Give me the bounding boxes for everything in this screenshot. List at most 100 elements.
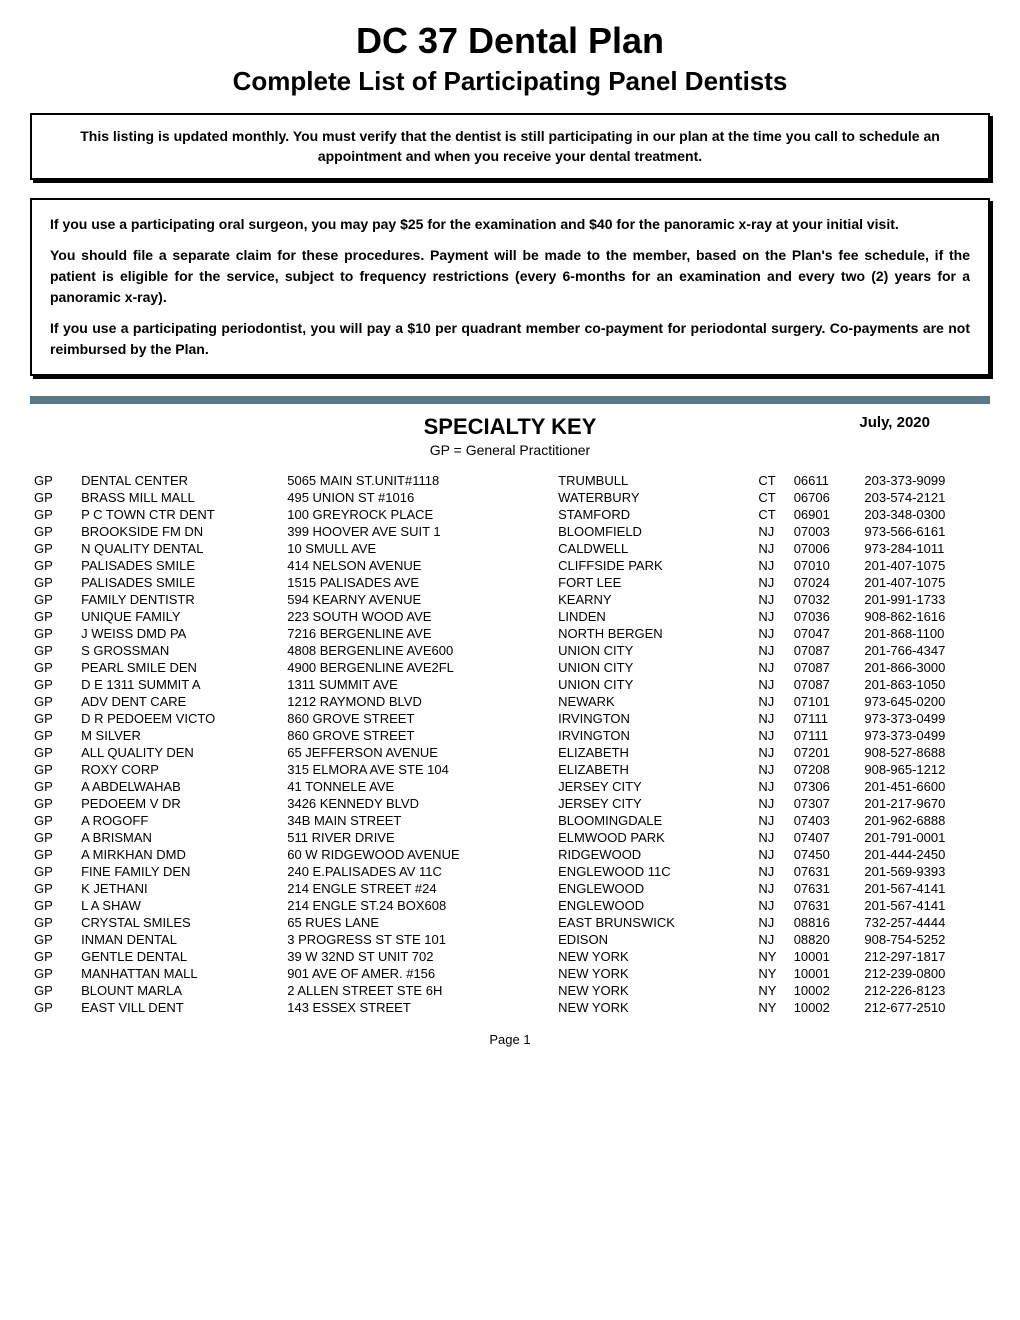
table-cell: 06901: [790, 506, 861, 523]
table-cell: 41 TONNELE AVE: [283, 778, 554, 795]
table-cell: 07201: [790, 744, 861, 761]
table-cell: GP: [30, 557, 77, 574]
table-cell: NEW YORK: [554, 982, 754, 999]
table-cell: GP: [30, 982, 77, 999]
table-cell: NJ: [754, 778, 789, 795]
table-cell: CT: [754, 506, 789, 523]
table-cell: LINDEN: [554, 608, 754, 625]
notice-text: This listing is updated monthly. You mus…: [48, 127, 972, 166]
table-row: GPPALISADES SMILE1515 PALISADES AVEFORT …: [30, 574, 990, 591]
table-cell: GP: [30, 795, 77, 812]
table-cell: NJ: [754, 540, 789, 557]
table-cell: 65 JEFFERSON AVENUE: [283, 744, 554, 761]
table-cell: 07032: [790, 591, 861, 608]
table-cell: NJ: [754, 829, 789, 846]
table-cell: 214 ENGLE ST.24 BOX608: [283, 897, 554, 914]
table-row: GPBROOKSIDE FM DN399 HOOVER AVE SUIT 1BL…: [30, 523, 990, 540]
table-cell: NJ: [754, 744, 789, 761]
table-cell: A ROGOFF: [77, 812, 283, 829]
table-cell: A ABDELWAHAB: [77, 778, 283, 795]
table-cell: 100 GREYROCK PLACE: [283, 506, 554, 523]
table-cell: K JETHANI: [77, 880, 283, 897]
table-cell: 908-527-8688: [860, 744, 990, 761]
table-cell: EDISON: [554, 931, 754, 948]
table-cell: 201-991-1733: [860, 591, 990, 608]
table-cell: GP: [30, 574, 77, 591]
table-cell: 973-566-6161: [860, 523, 990, 540]
table-cell: FORT LEE: [554, 574, 754, 591]
table-cell: GP: [30, 727, 77, 744]
table-cell: NJ: [754, 727, 789, 744]
table-cell: 7216 BERGENLINE AVE: [283, 625, 554, 642]
table-cell: J WEISS DMD PA: [77, 625, 283, 642]
table-cell: NEW YORK: [554, 999, 754, 1016]
notice-box: This listing is updated monthly. You mus…: [30, 113, 990, 180]
table-cell: UNION CITY: [554, 642, 754, 659]
table-cell: 1515 PALISADES AVE: [283, 574, 554, 591]
table-cell: GP: [30, 506, 77, 523]
table-cell: 10001: [790, 965, 861, 982]
table-row: GPBRASS MILL MALL495 UNION ST #1016WATER…: [30, 489, 990, 506]
table-cell: GP: [30, 948, 77, 965]
table-row: GPP C TOWN CTR DENT100 GREYROCK PLACESTA…: [30, 506, 990, 523]
table-cell: 973-373-0499: [860, 710, 990, 727]
table-cell: FINE FAMILY DEN: [77, 863, 283, 880]
table-cell: UNION CITY: [554, 676, 754, 693]
table-cell: 973-645-0200: [860, 693, 990, 710]
table-row: GPN QUALITY DENTAL10 SMULL AVECALDWELLNJ…: [30, 540, 990, 557]
table-cell: BLOUNT MARLA: [77, 982, 283, 999]
table-cell: 212-297-1817: [860, 948, 990, 965]
table-cell: NY: [754, 982, 789, 999]
table-cell: 201-567-4141: [860, 897, 990, 914]
table-cell: CALDWELL: [554, 540, 754, 557]
table-cell: CLIFFSIDE PARK: [554, 557, 754, 574]
table-cell: 1212 RAYMOND BLVD: [283, 693, 554, 710]
table-row: GPS GROSSMAN4808 BERGENLINE AVE600UNION …: [30, 642, 990, 659]
table-cell: GP: [30, 812, 77, 829]
table-cell: S GROSSMAN: [77, 642, 283, 659]
table-cell: GP: [30, 472, 77, 489]
table-cell: 07306: [790, 778, 861, 795]
table-cell: ALL QUALITY DEN: [77, 744, 283, 761]
table-cell: 203-373-9099: [860, 472, 990, 489]
table-cell: 201-766-4347: [860, 642, 990, 659]
table-cell: 143 ESSEX STREET: [283, 999, 554, 1016]
table-cell: 201-866-3000: [860, 659, 990, 676]
table-cell: 201-217-9670: [860, 795, 990, 812]
table-cell: PALISADES SMILE: [77, 574, 283, 591]
table-row: GPDENTAL CENTER5065 MAIN ST.UNIT#1118TRU…: [30, 472, 990, 489]
table-cell: 908-862-1616: [860, 608, 990, 625]
table-row: GPA BRISMAN511 RIVER DRIVEELMWOOD PARKNJ…: [30, 829, 990, 846]
table-cell: DENTAL CENTER: [77, 472, 283, 489]
table-cell: 07450: [790, 846, 861, 863]
table-cell: 908-965-1212: [860, 761, 990, 778]
table-cell: EAST BRUNSWICK: [554, 914, 754, 931]
table-cell: 201-407-1075: [860, 574, 990, 591]
table-cell: NEW YORK: [554, 948, 754, 965]
table-cell: NJ: [754, 761, 789, 778]
table-cell: 4900 BERGENLINE AVE2FL: [283, 659, 554, 676]
table-cell: GP: [30, 710, 77, 727]
table-cell: GP: [30, 744, 77, 761]
table-cell: 07087: [790, 659, 861, 676]
table-row: GPEAST VILL DENT143 ESSEX STREETNEW YORK…: [30, 999, 990, 1016]
table-cell: GP: [30, 863, 77, 880]
table-cell: 65 RUES LANE: [283, 914, 554, 931]
info-paragraph-1: If you use a participating oral surgeon,…: [50, 214, 970, 235]
table-cell: 07010: [790, 557, 861, 574]
table-row: GPINMAN DENTAL3 PROGRESS ST STE 101EDISO…: [30, 931, 990, 948]
table-cell: ELIZABETH: [554, 761, 754, 778]
table-cell: ENGLEWOOD 11C: [554, 863, 754, 880]
table-cell: NJ: [754, 710, 789, 727]
table-cell: NJ: [754, 863, 789, 880]
table-cell: STAMFORD: [554, 506, 754, 523]
table-cell: 34B MAIN STREET: [283, 812, 554, 829]
table-cell: NJ: [754, 676, 789, 693]
table-cell: 07087: [790, 642, 861, 659]
table-cell: 414 NELSON AVENUE: [283, 557, 554, 574]
table-cell: D E 1311 SUMMIT A: [77, 676, 283, 693]
main-title: DC 37 Dental Plan: [30, 20, 990, 62]
table-cell: IRVINGTON: [554, 710, 754, 727]
table-cell: ELMWOOD PARK: [554, 829, 754, 846]
table-cell: NJ: [754, 523, 789, 540]
